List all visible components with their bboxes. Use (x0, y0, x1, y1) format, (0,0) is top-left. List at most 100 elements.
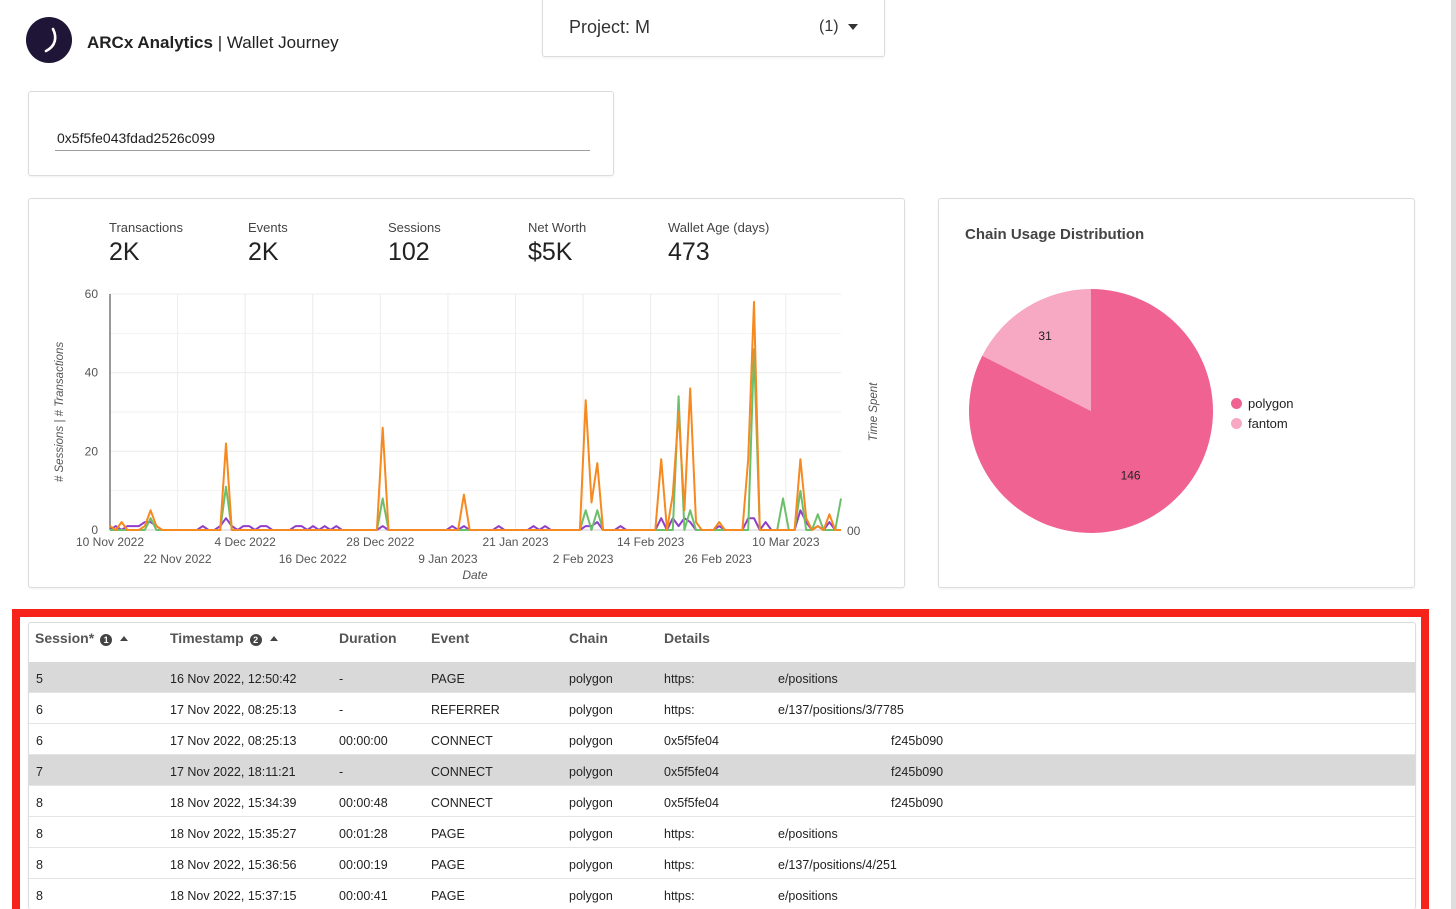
events-table: Session* 1 Timestamp 2 Duration Event Chai… (28, 622, 1416, 909)
y-axis-label: # Sessions | # Transactions (54, 342, 66, 482)
redacted-area (229, 128, 389, 142)
cell-timestamp: 18 Nov 2022, 15:34:39 (170, 796, 297, 810)
x-tick-label: 10 Mar 2023 (752, 535, 820, 549)
moon-logo-icon (44, 27, 57, 53)
column-header-details[interactable]: Details (664, 630, 710, 646)
y2-axis-label: Time Spent (868, 382, 880, 442)
metric-events: Events 2K (248, 220, 288, 267)
sort-asc-icon[interactable] (269, 636, 278, 641)
cell-duration: 00:00:00 (339, 734, 388, 748)
wallet-search-card (28, 91, 614, 176)
pie-slice-polygon[interactable] (969, 289, 1214, 533)
column-header-duration[interactable]: Duration (339, 630, 397, 646)
cell-session: 8 (36, 827, 43, 841)
table-row[interactable]: 6 17 Nov 2022, 08:25:13 00:00:00 CONNECT pol… (29, 724, 1415, 755)
pie-slice-value-label: 146 (1121, 469, 1141, 483)
cell-chain: polygon (569, 827, 613, 841)
legend-label: fantom (1248, 416, 1288, 431)
cell-details-end: e/positions (778, 827, 838, 841)
project-filter-label: Project: M (569, 17, 651, 37)
series-line[interactable] (109, 300, 841, 531)
x-tick-label: 21 Jan 2023 (482, 535, 548, 549)
x-tick-label: 4 Dec 2022 (214, 535, 276, 549)
cell-timestamp: 18 Nov 2022, 15:37:15 (170, 889, 297, 903)
cell-duration: - (339, 765, 344, 779)
legend-label: polygon (1248, 396, 1294, 411)
cell-event: PAGE (431, 672, 465, 686)
cell-event: CONNECT (431, 734, 493, 748)
column-header-chain[interactable]: Chain (569, 630, 608, 646)
table-row[interactable]: 8 18 Nov 2022, 15:36:56 00:00:19 PAGE polygo… (29, 848, 1415, 879)
cell-chain: polygon (569, 796, 613, 810)
cell-duration: 00:00:19 (339, 858, 388, 872)
column-header-event[interactable]: Event (431, 630, 470, 646)
legend-item-polygon[interactable]: polygon (1231, 396, 1294, 411)
column-header-label: Timestamp (170, 630, 244, 646)
table-row[interactable]: 8 18 Nov 2022, 15:37:15 00:00:41 PAGE polygo… (29, 879, 1415, 909)
series-line[interactable] (110, 348, 842, 531)
cell-duration: 00:01:28 (339, 827, 388, 841)
x-tick-label: 14 Feb 2023 (617, 535, 685, 549)
cell-event: PAGE (431, 827, 465, 841)
metric-value: $5K (528, 238, 573, 266)
cell-timestamp: 17 Nov 2022, 18:11:21 (170, 765, 296, 779)
pie-slice-fantom[interactable] (982, 289, 1091, 411)
cell-details-end: e/137/positions/3/7785 (778, 703, 904, 717)
metric-label: Events (248, 220, 288, 235)
cell-event: REFERRER (431, 703, 500, 717)
metric-value: 2K (109, 238, 140, 266)
x-tick-label: 26 Feb 2023 (685, 552, 753, 566)
metric-value: 102 (388, 238, 430, 266)
cell-event: CONNECT (431, 765, 493, 779)
cell-details-end: f245b090 (891, 734, 944, 748)
column-header-session[interactable]: Session* 1 (35, 630, 129, 646)
highlight-frame (12, 609, 1429, 909)
cell-session: 6 (36, 703, 43, 717)
cell-timestamp: 16 Nov 2022, 12:50:42 (170, 672, 297, 686)
cell-session: 6 (36, 734, 43, 748)
x-tick-label: 28 Dec 2022 (346, 535, 414, 549)
y-tick-label: 40 (85, 366, 99, 380)
cell-session: 8 (36, 889, 43, 903)
x-tick-label: 10 Nov 2022 (76, 535, 144, 549)
cell-details-end: e/positions (778, 672, 838, 686)
cell-session: 8 (36, 796, 43, 810)
chain-pie-chart: 146 31 (969, 289, 1214, 533)
cell-session: 5 (36, 672, 43, 686)
chevron-down-icon[interactable] (848, 24, 858, 30)
project-filter[interactable]: Project: M (1) (542, 0, 885, 57)
title-separator: | (212, 33, 227, 52)
cell-details-start: 0x5f5fe04 (664, 796, 719, 810)
y-tick-label: 60 (85, 287, 99, 301)
cell-chain: polygon (569, 858, 613, 872)
column-header-label: Session* (35, 630, 95, 646)
x-axis-label: Date (462, 568, 488, 582)
cell-timestamp: 18 Nov 2022, 15:35:27 (170, 827, 297, 841)
table-row[interactable]: 7 17 Nov 2022, 18:11:21 - CONNECT polygon 0x5… (29, 755, 1415, 786)
x-tick-label: 16 Dec 2022 (279, 552, 347, 566)
page-scrollbar[interactable] (1451, 0, 1456, 909)
activity-card: Transactions 2K Events 2K Sessions 102 N… (28, 198, 905, 588)
table-row[interactable]: 8 18 Nov 2022, 15:35:27 00:01:28 PAGE polygo… (29, 817, 1415, 848)
cell-details-start: https: (664, 889, 695, 903)
legend-item-fantom[interactable]: fantom (1231, 416, 1288, 431)
cell-details-start: https: (664, 827, 695, 841)
table-row[interactable]: 8 18 Nov 2022, 15:34:39 00:00:48 CONNECT pol… (29, 786, 1415, 817)
sort-order-badge: 1 (100, 634, 113, 646)
page-name: Wallet Journey (226, 33, 339, 52)
metric-value: 2K (248, 238, 279, 266)
arcx-logo[interactable] (26, 17, 72, 63)
pie-slice-value-label: 31 (1038, 329, 1052, 343)
column-header-timestamp[interactable]: Timestamp 2 (170, 630, 278, 646)
metric-label: Sessions (388, 220, 441, 235)
app-title: ARCx Analytics | Wallet Journey (87, 33, 339, 53)
metric-transactions: Transactions 2K (109, 220, 183, 267)
sort-asc-icon[interactable] (120, 636, 129, 641)
cell-duration: - (339, 703, 344, 717)
cell-chain: polygon (569, 734, 613, 748)
table-row[interactable]: 6 17 Nov 2022, 08:25:13 - REFERRER polygon ht… (29, 693, 1415, 724)
table-row[interactable]: 5 16 Nov 2022, 12:50:42 - PAGE polygon https:… (29, 662, 1415, 693)
cell-chain: polygon (569, 703, 613, 717)
cell-event: PAGE (431, 858, 465, 872)
metric-value: 473 (668, 238, 710, 266)
